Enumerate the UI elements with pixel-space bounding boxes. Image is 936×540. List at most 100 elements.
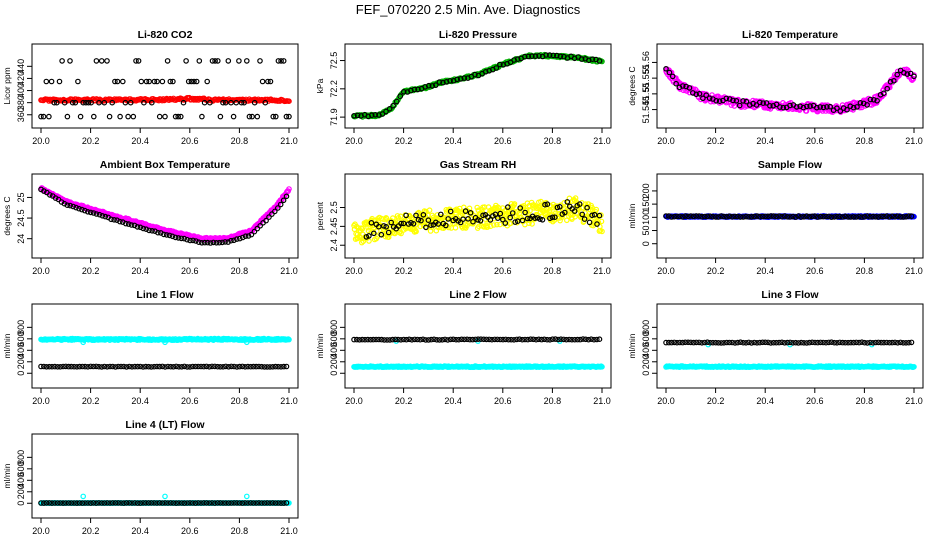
data-point (141, 99, 147, 106)
data-point (480, 336, 487, 343)
x-tick-label: 20.0 (32, 526, 50, 536)
x-tick-label: 20.4 (131, 266, 149, 276)
data-point (93, 500, 100, 506)
series-hourly (663, 66, 917, 114)
data-point (787, 102, 793, 109)
data-point (767, 103, 773, 109)
data-point (787, 214, 793, 220)
data-point (154, 500, 160, 506)
data-point (370, 336, 377, 343)
x-tick-label: 20.2 (395, 396, 413, 406)
data-point (497, 336, 504, 343)
data-point (878, 213, 885, 220)
data-point (718, 213, 725, 219)
data-point (181, 235, 188, 242)
data-point (447, 336, 454, 343)
data-point (379, 111, 386, 117)
data-point (170, 500, 177, 506)
data-point (225, 363, 232, 370)
data-point (517, 205, 524, 211)
y-tick-label: 380 (16, 95, 26, 110)
series-hourly (663, 213, 915, 220)
x-tick-label: 20.0 (32, 136, 50, 146)
data-point (500, 336, 506, 343)
data-point (467, 210, 474, 216)
panel-10: Line 4 (LT) Flow 20.0 20.2 20.4 20.6 20.8 21.0… (2, 419, 299, 536)
data-point (834, 105, 840, 112)
data-point (215, 58, 221, 64)
data-point (198, 363, 204, 370)
data-point (220, 500, 226, 506)
data-point (817, 104, 824, 110)
data-point (704, 213, 711, 220)
data-point (140, 225, 147, 232)
data-point (596, 212, 603, 219)
x-tick-label: 20.0 (345, 136, 363, 146)
data-point (754, 339, 760, 346)
data-point (206, 363, 213, 370)
data-point (726, 339, 733, 346)
data-point (122, 99, 129, 106)
data-point (536, 53, 542, 59)
data-point (593, 206, 600, 213)
data-point (398, 336, 404, 343)
data-point (701, 339, 708, 346)
data-point (129, 363, 135, 370)
data-point (184, 364, 191, 370)
data-point (183, 58, 189, 64)
data-point (729, 214, 736, 220)
y-tick-label: 420 (16, 71, 26, 86)
data-point (132, 500, 138, 506)
data-point (578, 56, 585, 62)
data-point (773, 339, 780, 346)
data-point (176, 500, 182, 506)
data-point (847, 214, 854, 220)
data-point (96, 500, 102, 506)
x-tick-label: 20.6 (181, 136, 199, 146)
data-point (417, 336, 424, 343)
data-point (487, 217, 494, 223)
data-point (101, 500, 108, 506)
data-point (233, 99, 240, 106)
data-point (390, 102, 396, 109)
panel-8: Line 2 Flow 20.0 20.2 20.4 20.6 20.8 21.0 0 2004… (315, 289, 612, 406)
data-point (217, 113, 224, 120)
data-point (740, 339, 747, 346)
data-point (777, 104, 783, 110)
data-point (283, 500, 290, 506)
data-point (351, 336, 357, 343)
data-point (845, 214, 851, 220)
data-point (770, 339, 777, 346)
data-point (397, 93, 404, 99)
data-point (753, 102, 760, 108)
data-point (411, 336, 418, 343)
y-tick-label: 600 (16, 461, 26, 476)
series-average (351, 195, 605, 246)
data-point (383, 108, 389, 115)
data-point (444, 337, 451, 343)
data-point (85, 363, 91, 370)
data-point (41, 188, 47, 194)
data-point (701, 213, 708, 220)
data-point (781, 339, 788, 346)
data-point (561, 209, 568, 216)
data-point (67, 58, 73, 64)
data-point (251, 228, 258, 235)
data-point (467, 336, 473, 343)
data-point (114, 78, 121, 85)
panel-title: Line 1 Flow (136, 289, 194, 301)
data-point (397, 213, 404, 220)
data-point (472, 71, 478, 78)
data-point (127, 99, 134, 106)
panel-5: Gas Stream RH 20.0 20.2 20.4 20.6 20.8 21.0 2.4… (315, 159, 612, 276)
x-tick-label: 20.8 (856, 266, 874, 276)
data-point (559, 214, 565, 220)
data-point (713, 98, 720, 104)
data-point (53, 99, 60, 106)
data-point (245, 363, 251, 370)
data-point (538, 336, 545, 343)
data-point (707, 339, 713, 346)
data-point (170, 78, 176, 85)
data-point (415, 216, 422, 223)
data-point (737, 339, 744, 346)
